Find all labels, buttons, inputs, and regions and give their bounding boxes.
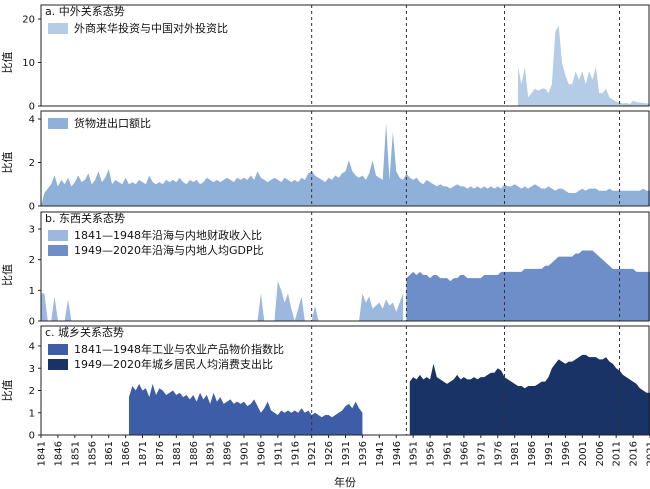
x-tick-label: 1946 — [392, 441, 403, 466]
legend-swatch — [48, 245, 68, 256]
y-tick-label: 3 — [29, 225, 35, 236]
y-tick-label: 2 — [29, 158, 35, 169]
series-area-p3-2 — [406, 250, 650, 321]
x-tick-label: 1966 — [459, 441, 470, 466]
x-tick-label: 1936 — [358, 441, 369, 466]
x-tick-label: 1956 — [426, 441, 437, 466]
panel-4: 0 1 2 3 4 比值 c. 城乡关系态势 1841—1948年工业与农业产品物价指数比19… — [1, 325, 650, 442]
x-tick-label: 1881 — [172, 441, 183, 466]
x-tick-label: 1886 — [189, 441, 200, 466]
y-axis-label: 比值 — [1, 264, 14, 286]
x-tick-label: 1856 — [87, 441, 98, 466]
x-tick-label: 1871 — [138, 441, 149, 466]
section-title: a. 中外关系态势 — [45, 4, 125, 18]
x-tick-label: 1976 — [493, 441, 504, 466]
x-tick-label: 1996 — [561, 441, 572, 466]
legend-swatch — [48, 23, 68, 34]
x-tick-label: 1901 — [240, 441, 251, 466]
y-tick-label: 3 — [29, 364, 35, 375]
y-tick-label: 1 — [29, 408, 35, 419]
y-tick-label: 2 — [29, 386, 35, 397]
legend-label: 1841—1948年沿海与内地财政收入比 — [74, 228, 262, 242]
x-tick-label: 1916 — [290, 441, 301, 466]
y-tick-label: 1 — [29, 286, 35, 297]
legend-label: 货物进出口额比 — [74, 116, 151, 130]
section-title: b. 东西关系态势 — [45, 211, 125, 225]
x-tick-label: 1926 — [324, 441, 335, 466]
panel-3: 0 1 2 3 比值 b. 东西关系态势 1841—1948年沿海与内地财政收入比1949—… — [1, 211, 650, 328]
y-tick-label: 10 — [22, 58, 35, 69]
y-tick-label: 4 — [29, 115, 35, 126]
x-tick-label: 1851 — [70, 441, 81, 466]
legend-swatch — [48, 344, 68, 355]
series-area-p4-1 — [128, 383, 363, 435]
x-axis: 1841 1846 1851 1856 1861 1866 1871 1876 1881 1886… — [37, 435, 650, 466]
legend-swatch — [48, 118, 68, 129]
legend-label: 外商来华投资与中国对外投资比 — [74, 21, 228, 35]
x-tick-label: 1941 — [375, 441, 386, 466]
series-area-p1-1 — [518, 25, 650, 106]
x-tick-label: 1866 — [121, 441, 132, 466]
series-area-p2-1 — [41, 123, 650, 206]
legend-swatch — [48, 359, 68, 370]
y-tick-label: 0 — [29, 102, 35, 113]
x-tick-label: 2021 — [646, 441, 650, 466]
x-tick-label: 2016 — [629, 441, 640, 466]
legend-swatch — [48, 230, 68, 241]
series-area-p4-2 — [409, 354, 650, 435]
x-tick-label: 1906 — [256, 441, 267, 466]
x-tick-label: 1876 — [155, 441, 166, 466]
y-tick-label: 0 — [29, 317, 35, 328]
y-tick-label: 2 — [29, 255, 35, 266]
x-tick-label: 1841 — [37, 441, 48, 466]
x-axis-label: 年份 — [334, 475, 356, 489]
x-tick-label: 1921 — [307, 441, 318, 466]
x-tick-label: 1846 — [53, 441, 64, 466]
x-tick-label: 2001 — [578, 441, 589, 466]
section-title: c. 城乡关系态势 — [45, 325, 124, 339]
x-tick-label: 2011 — [612, 441, 623, 466]
y-axis-label: 比值 — [1, 52, 14, 74]
x-tick-label: 1931 — [341, 441, 352, 466]
x-tick-label: 1911 — [273, 441, 284, 466]
y-tick-label: 0 — [29, 202, 35, 213]
x-tick-label: 1991 — [544, 441, 555, 466]
x-tick-label: 2006 — [595, 441, 606, 466]
legend-label: 1949—2020年沿海与内地人均GDP比 — [74, 243, 264, 257]
x-tick-label: 1961 — [443, 441, 454, 466]
x-tick-label: 1951 — [409, 441, 420, 466]
panel-frame-2 — [40, 110, 650, 207]
legend-label: 1841—1948年工业与农业产品物价指数比 — [74, 342, 284, 356]
y-tick-label: 4 — [29, 342, 35, 353]
x-tick-label: 1986 — [527, 441, 538, 466]
y-axis-label: 比值 — [1, 152, 14, 174]
x-tick-label: 1981 — [510, 441, 521, 466]
x-tick-label: 1971 — [476, 441, 487, 466]
x-tick-label: 1896 — [223, 441, 234, 466]
legend-label: 1949—2020年城乡居民人均消费支出比 — [74, 357, 273, 371]
x-tick-label: 1891 — [206, 441, 217, 466]
series-area-p3-1 — [41, 281, 404, 321]
x-tick-label: 1861 — [104, 441, 115, 466]
panel-frame-3 — [40, 211, 650, 322]
panel-2: 0 2 4 比值 货物进出口额比 — [1, 110, 650, 213]
y-axis-label: 比值 — [1, 380, 14, 402]
y-tick-label: 0 — [29, 431, 35, 442]
panel-frame-1 — [40, 4, 650, 107]
y-tick-label: 20 — [22, 15, 35, 26]
